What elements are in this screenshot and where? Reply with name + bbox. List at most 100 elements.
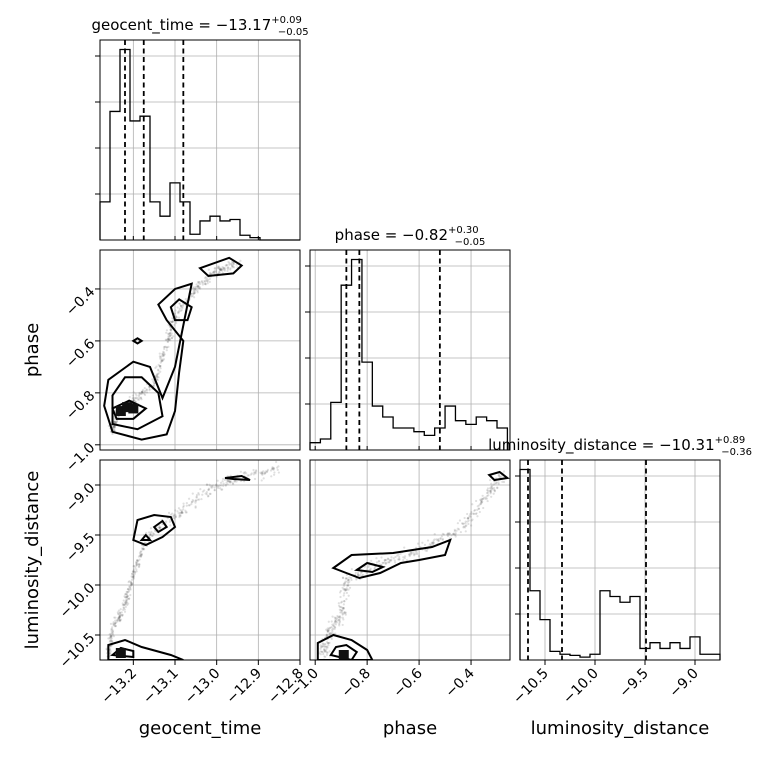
sample-point	[480, 499, 483, 502]
sample-point	[175, 316, 178, 319]
sample-point	[196, 498, 199, 501]
sample-point	[110, 631, 113, 634]
sample-point	[182, 504, 185, 507]
sample-point	[117, 613, 120, 616]
histogram-bars	[519, 468, 721, 660]
sample-point	[205, 493, 208, 496]
sample-point	[173, 513, 176, 516]
sample-point	[488, 489, 491, 492]
sample-point	[131, 576, 134, 579]
sample-point	[135, 561, 138, 565]
sample-point	[207, 488, 210, 491]
sample-point	[246, 474, 249, 477]
sample-point	[250, 472, 253, 475]
sample-point	[339, 616, 342, 619]
sample-point	[149, 533, 152, 536]
sample-point	[108, 633, 111, 636]
sample-point	[170, 334, 173, 337]
title-upper: +0.30	[448, 225, 479, 236]
sample-point	[219, 268, 222, 271]
sample-point	[152, 380, 155, 383]
sample-point	[216, 485, 219, 488]
sample-point	[466, 520, 469, 523]
sample-point	[448, 532, 451, 535]
sample-point	[337, 615, 341, 618]
contour-line	[331, 538, 452, 580]
histogram-panel-luminosity_distance: luminosity_distance = −10.31+0.89 −0.36	[488, 435, 752, 661]
sample-point	[111, 628, 114, 631]
sample-point	[441, 538, 444, 542]
sample-point	[135, 396, 139, 399]
sample-point	[467, 516, 470, 519]
sample-point	[174, 314, 177, 317]
sample-point	[116, 618, 119, 622]
sample-point	[137, 563, 141, 566]
sample-point	[217, 485, 220, 488]
sample-point	[125, 592, 128, 596]
sample-point	[254, 471, 257, 474]
sample-point	[192, 290, 195, 293]
sample-point	[230, 260, 234, 263]
sample-point	[341, 576, 345, 579]
sample-point	[196, 286, 200, 289]
sample-point	[194, 287, 197, 290]
sample-point	[387, 557, 390, 561]
sample-point	[481, 494, 484, 497]
contour-line	[131, 337, 144, 345]
sample-point	[226, 264, 229, 267]
sample-point	[140, 555, 143, 558]
sample-point	[141, 390, 144, 393]
sample-point	[194, 505, 197, 508]
sample-point	[108, 647, 112, 651]
sample-point	[328, 650, 331, 653]
contour-line	[169, 298, 193, 322]
sample-point	[127, 590, 131, 593]
sample-point	[249, 473, 252, 476]
sample-point	[432, 541, 435, 544]
sample-point	[225, 481, 228, 484]
sample-point	[402, 556, 405, 559]
sample-point	[164, 338, 167, 341]
sample-point	[480, 497, 483, 500]
sample-point	[425, 549, 428, 553]
sample-point	[470, 512, 473, 515]
sample-point	[320, 650, 323, 653]
sample-point	[139, 553, 142, 556]
sample-point	[333, 622, 336, 625]
sample-point	[129, 580, 133, 583]
sample-point	[182, 505, 185, 509]
sample-point	[152, 532, 156, 535]
sample-point	[479, 502, 482, 506]
sample-point	[172, 320, 175, 323]
sample-point	[428, 543, 431, 546]
sample-point	[175, 321, 178, 325]
sample-point	[323, 649, 327, 652]
sample-point	[149, 533, 152, 537]
sample-point	[111, 633, 115, 636]
sample-point	[457, 528, 461, 531]
sample-point	[325, 641, 329, 644]
sample-point	[226, 483, 229, 486]
sample-point	[108, 645, 112, 648]
sample-point	[378, 559, 381, 563]
sample-point	[177, 310, 180, 314]
sample-point	[341, 613, 344, 616]
title-geocent_time: geocent_time = −13.17+0.09 −0.05	[91, 15, 308, 38]
sample-point	[178, 514, 181, 517]
sample-point	[497, 481, 500, 484]
sample-point	[350, 567, 353, 571]
sample-point	[111, 432, 114, 436]
sample-point	[252, 473, 255, 476]
sample-point	[276, 466, 279, 469]
sample-point	[213, 489, 216, 492]
sample-point	[156, 376, 159, 379]
sample-point	[447, 533, 451, 536]
sample-point	[387, 561, 391, 564]
sample-point	[324, 650, 327, 653]
sample-point	[172, 515, 175, 518]
sample-point	[198, 286, 201, 289]
sample-point	[198, 498, 201, 501]
sample-point	[180, 511, 183, 514]
sample-point	[158, 355, 161, 358]
sample-point	[318, 652, 321, 655]
